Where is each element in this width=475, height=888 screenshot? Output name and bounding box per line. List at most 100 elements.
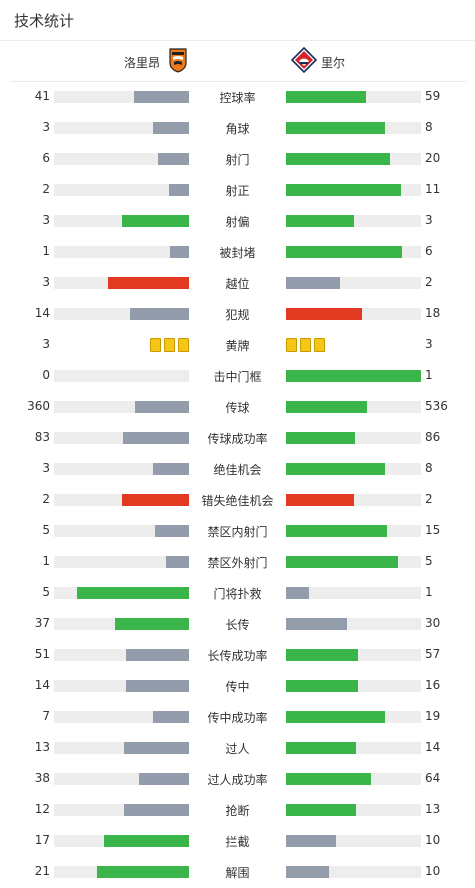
stat-label: 长传成功率 [207, 649, 268, 663]
stat-row: 83 传球成功率 86 [0, 422, 475, 453]
stat-label: 射门 [225, 153, 250, 167]
stat-row: 6 射门 20 [0, 143, 475, 174]
home-bar-track [54, 91, 189, 103]
home-bar-track [54, 215, 189, 227]
section-title: 技术统计 [14, 12, 75, 30]
home-value: 2 [42, 492, 50, 506]
stat-label: 越位 [225, 277, 250, 291]
away-bar-track [286, 525, 421, 537]
away-bar-track [286, 556, 421, 568]
away-bar-fill [286, 680, 358, 692]
away-value: 20 [425, 151, 441, 165]
home-bar-fill [152, 463, 189, 475]
stat-label: 过人 [225, 742, 250, 756]
stat-label: 黄牌 [225, 339, 250, 353]
home-bar-track [54, 618, 189, 630]
away-value: 59 [425, 89, 441, 103]
home-bar-track [54, 308, 189, 320]
home-value: 12 [34, 802, 50, 816]
away-team-name: 里尔 [321, 55, 346, 70]
home-bar-fill [157, 153, 189, 165]
home-value: 5 [42, 523, 50, 537]
home-value: 360 [27, 399, 50, 413]
away-bar-track [286, 742, 421, 754]
home-value: 1 [42, 554, 50, 568]
stat-label: 禁区外射门 [207, 556, 268, 570]
home-value: 13 [34, 740, 50, 754]
home-value: 3 [42, 461, 50, 475]
away-bar-fill [286, 649, 358, 661]
home-value: 6 [42, 151, 50, 165]
stat-label: 犯规 [225, 308, 250, 322]
stat-label: 抢断 [225, 804, 250, 818]
stat-label: 传中 [225, 680, 250, 694]
away-bar-fill [286, 773, 371, 785]
home-bar-fill [125, 649, 189, 661]
stat-row: 37 长传 30 [0, 608, 475, 639]
home-bar-track [54, 866, 189, 878]
home-bar-track [54, 401, 189, 413]
away-bar-track [286, 773, 421, 785]
teams-header: 洛里昂 里尔 [0, 46, 475, 77]
stat-label: 射正 [225, 184, 250, 198]
stat-row: 3 角球 8 [0, 112, 475, 143]
away-value: 6 [425, 244, 433, 258]
away-bar-track [286, 215, 421, 227]
away-bar-fill [286, 494, 354, 506]
away-value: 5 [425, 554, 433, 568]
away-bar-track [286, 401, 421, 413]
away-team[interactable]: 里尔 [290, 46, 346, 77]
home-bar-fill [166, 556, 189, 568]
away-bar-fill [286, 835, 336, 847]
home-bar-track [54, 370, 189, 382]
header-divider [10, 81, 466, 82]
home-bar-fill [152, 711, 189, 723]
away-bar-track [286, 91, 421, 103]
stat-row: 5 门将扑救 1 [0, 577, 475, 608]
home-bar-fill [108, 277, 189, 289]
stat-label: 解围 [225, 866, 250, 880]
home-bar-track [54, 184, 189, 196]
yellow-card-icon [314, 338, 325, 352]
away-bar-fill [286, 246, 403, 258]
stat-row: 3 越位 2 [0, 267, 475, 298]
home-value: 3 [42, 120, 50, 134]
away-bar-track [286, 835, 421, 847]
away-yellow-cards [286, 338, 325, 352]
home-team[interactable]: 洛里昂 [124, 48, 188, 76]
stat-label: 传球 [225, 401, 250, 415]
yellow-card-icon [178, 338, 189, 352]
stat-row: 1 被封堵 6 [0, 236, 475, 267]
away-bar-track [286, 432, 421, 444]
yellow-card-icon [286, 338, 297, 352]
away-value: 8 [425, 461, 433, 475]
away-value: 57 [425, 647, 441, 661]
away-bar-track [286, 494, 421, 506]
away-bar-track [286, 711, 421, 723]
home-value: 5 [42, 585, 50, 599]
home-value: 7 [42, 709, 50, 723]
stat-label: 击中门框 [213, 370, 262, 384]
home-bar-fill [124, 742, 189, 754]
stat-label: 传中成功率 [207, 711, 268, 725]
away-value: 3 [425, 213, 433, 227]
losc-lille-crest-icon [290, 46, 318, 77]
home-bar-fill [121, 494, 189, 506]
home-value: 2 [42, 182, 50, 196]
home-value: 3 [42, 213, 50, 227]
away-bar-fill [286, 277, 340, 289]
home-bar-track [54, 525, 189, 537]
home-bar-fill [155, 525, 189, 537]
home-bar-track [54, 463, 189, 475]
home-yellow-cards [150, 338, 189, 352]
home-value: 51 [34, 647, 50, 661]
home-bar-track [54, 804, 189, 816]
away-bar-fill [286, 370, 421, 382]
yellow-card-icon [164, 338, 175, 352]
stat-label: 禁区内射门 [207, 525, 268, 539]
home-value: 0 [42, 368, 50, 382]
away-value: 2 [425, 492, 433, 506]
away-bar-track [286, 680, 421, 692]
home-bar-track [54, 277, 189, 289]
home-value: 14 [34, 678, 50, 692]
